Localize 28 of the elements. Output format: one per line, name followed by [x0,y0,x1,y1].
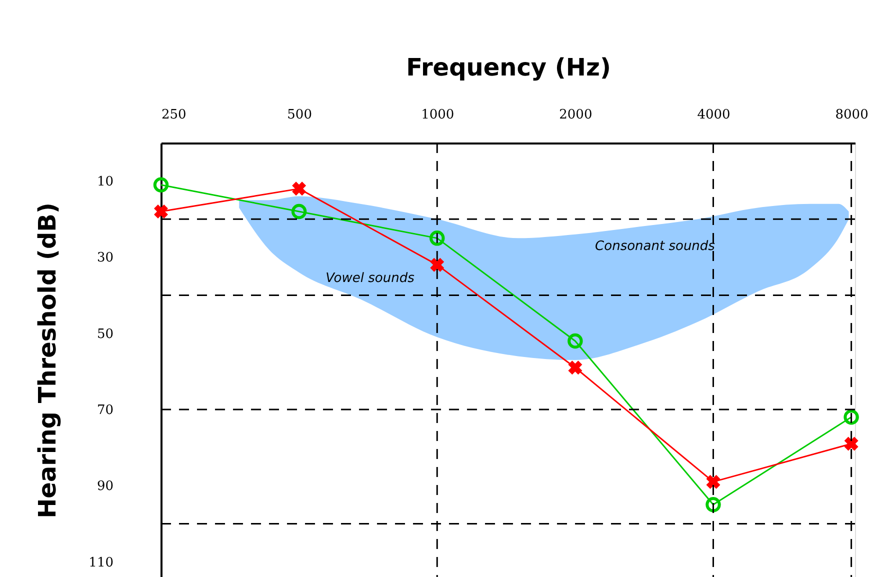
point [568,333,583,349]
point [706,474,720,489]
x-axis-title: Frequency (Hz) [406,54,611,82]
y-tick-label: 70 [96,402,114,418]
x-tick-label: 500 [287,108,312,122]
x-tick-label: 2000 [559,108,592,122]
point [429,230,445,246]
y-tick-label: 90 [96,479,114,494]
y-axis-title: Hearing Threshold (dB) [34,202,62,518]
y-tick-label: 10 [96,174,114,190]
point [153,177,169,192]
y-tick-label: 110 [88,555,114,570]
y-tick-label: 50 [96,326,114,342]
annotation: Consonant sounds [595,239,716,254]
x-tick-label: 4000 [697,108,730,122]
point [568,360,582,375]
point [292,182,306,196]
point [430,258,444,272]
point [844,436,858,451]
x-tick-label: 250 [162,108,186,122]
x-tick-label: 8000 [835,108,868,122]
point [706,497,721,512]
point [844,409,859,425]
point [154,204,168,219]
x-tick-label: 1000 [421,108,454,122]
point [291,204,307,220]
y-tick-label: 30 [96,250,114,266]
annotation: Vowel sounds [326,271,415,286]
